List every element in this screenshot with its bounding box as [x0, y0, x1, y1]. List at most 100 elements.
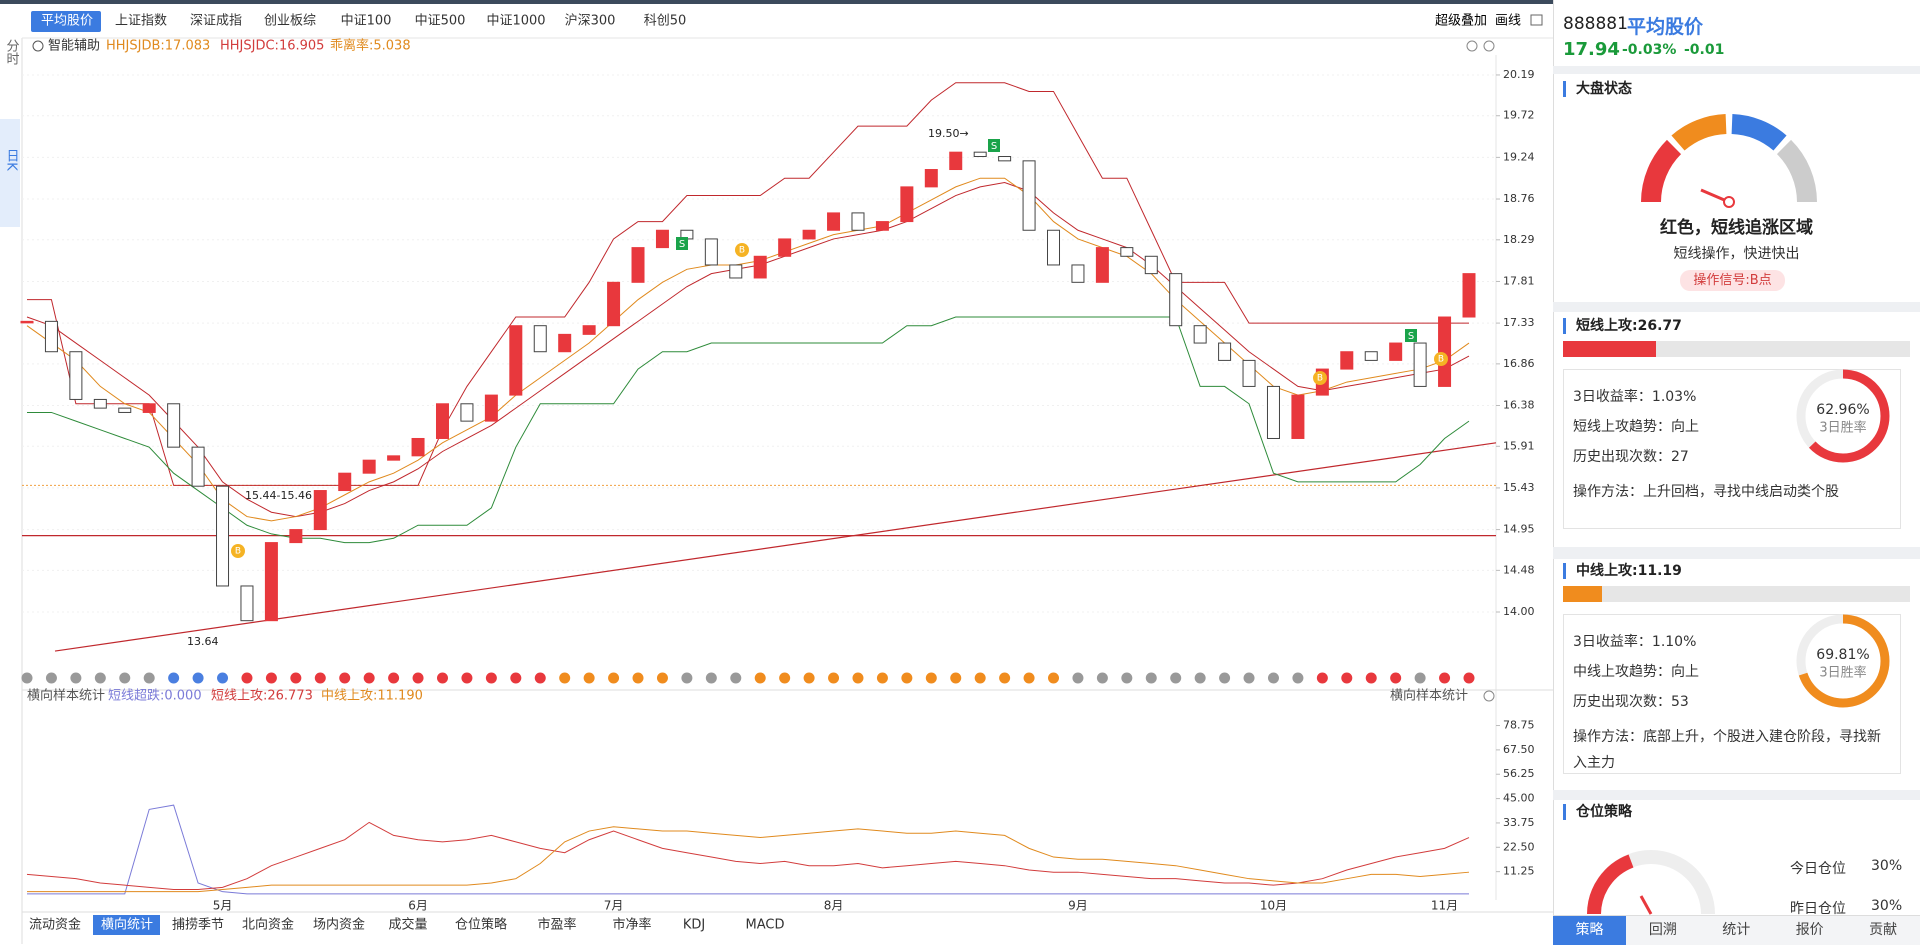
- active-tab-bg[interactable]: [31, 11, 101, 32]
- bottom-tab[interactable]: 流动资金: [29, 917, 81, 933]
- panel-tab[interactable]: 统计: [1722, 922, 1751, 938]
- quote-code: 888881: [1563, 14, 1628, 34]
- state-dot: [485, 672, 497, 684]
- panel-tab[interactable]: 回溯: [1648, 922, 1677, 938]
- candle: [655, 229, 669, 249]
- help-icon[interactable]: [1483, 40, 1495, 52]
- state-dot: [119, 672, 131, 684]
- candle: [802, 229, 816, 240]
- trend-line: [54, 442, 1497, 652]
- bottom-tab[interactable]: 北向资金: [242, 917, 294, 933]
- state-dot: [1194, 672, 1206, 684]
- settings-icon[interactable]: [1466, 40, 1478, 52]
- y-tick-label: 15.91: [1503, 439, 1535, 452]
- candle: [1389, 342, 1403, 361]
- candle: [93, 398, 107, 409]
- series-line: [27, 826, 1470, 893]
- tab[interactable]: 中证100: [341, 14, 392, 29]
- candle: [729, 264, 743, 279]
- candle: [607, 281, 621, 327]
- candle: [631, 247, 645, 283]
- candle: [216, 485, 230, 587]
- candle: [264, 542, 278, 622]
- state-dot: [583, 672, 595, 684]
- tool[interactable]: 超级叠加: [1435, 14, 1487, 29]
- candle: [338, 472, 352, 492]
- state-dot: [1341, 672, 1353, 684]
- toggle-icon[interactable]: [32, 40, 44, 52]
- state-dot: [754, 672, 766, 684]
- tab[interactable]: 科创50: [644, 14, 687, 29]
- candle: [1120, 247, 1134, 257]
- candle: [778, 238, 792, 257]
- lower-title: 横向样本统计: [1390, 688, 1468, 704]
- bottom-tab[interactable]: 市盈率: [537, 917, 576, 933]
- tab[interactable]: 中证500: [415, 14, 466, 29]
- candle: [1438, 316, 1452, 387]
- panel-tab[interactable]: 贡献: [1869, 922, 1898, 938]
- state-dot: [1219, 672, 1231, 684]
- candle: [1047, 229, 1061, 266]
- separator: [1553, 302, 1920, 312]
- bottom-tab[interactable]: 场内资金: [313, 917, 365, 933]
- marker-label: S: [1408, 331, 1414, 342]
- state-dot: [901, 672, 913, 684]
- help-icon[interactable]: [1483, 690, 1495, 702]
- state-dot: [730, 672, 742, 684]
- quote-change: -0.01: [1684, 42, 1725, 58]
- state-dot: [608, 672, 620, 684]
- candle: [827, 212, 841, 231]
- bottom-tab[interactable]: KDJ: [683, 918, 705, 933]
- y-tick-label: 22.50: [1503, 840, 1535, 853]
- state-dot: [1316, 672, 1328, 684]
- candle: [69, 351, 83, 400]
- bottom-tab[interactable]: 捕捞季节: [172, 917, 224, 933]
- tab[interactable]: 平均股价: [41, 14, 93, 29]
- buy-marker: B: [1434, 352, 1448, 366]
- sell-marker: S: [676, 237, 688, 250]
- marker-label: B: [235, 547, 241, 557]
- state-dot: [1365, 672, 1377, 684]
- annotation: 13.64: [187, 635, 219, 648]
- state-dot: [339, 672, 351, 684]
- state-dot: [559, 672, 571, 684]
- bottom-tab[interactable]: 仓位策略: [455, 917, 507, 933]
- state-dot: [974, 672, 986, 684]
- tool[interactable]: 画线: [1495, 14, 1521, 29]
- tool-icon[interactable]: [1530, 14, 1543, 26]
- state-dot: [192, 672, 204, 684]
- panel-tab[interactable]: 报价: [1795, 922, 1824, 938]
- candle: [411, 437, 425, 457]
- side-tab[interactable]: 分时: [4, 39, 20, 65]
- sell-marker: S: [988, 139, 1000, 152]
- legend-entry: 短线超跌:0.000: [108, 688, 202, 704]
- active-tab-bg[interactable]: [93, 915, 160, 935]
- info-item: 操作方法：底部上升，个股进入建仓阶段，寻找新入主力: [1573, 729, 1881, 771]
- tab[interactable]: 沪深300: [565, 13, 616, 29]
- state-dot: [314, 672, 326, 684]
- state-dot: [1292, 672, 1304, 684]
- candle: [20, 320, 34, 324]
- state-dot: [217, 672, 229, 684]
- bottom-tab[interactable]: 市净率: [612, 917, 651, 933]
- quote-price: 17.94: [1563, 39, 1620, 60]
- tab[interactable]: 上证指数: [115, 14, 167, 29]
- side-tab-bg[interactable]: [0, 119, 20, 227]
- bottom-tab[interactable]: MACD: [746, 918, 785, 933]
- bottom-tab[interactable]: 成交量: [388, 917, 427, 933]
- tab[interactable]: 创业板综: [264, 14, 316, 29]
- side-tab[interactable]: 日K: [4, 149, 19, 171]
- state-dot: [363, 672, 375, 684]
- candle: [1218, 342, 1232, 361]
- panel-tab[interactable]: 策略: [1553, 916, 1626, 945]
- candle: [167, 403, 181, 448]
- progress-bar: [1563, 341, 1656, 357]
- tab[interactable]: 深证成指: [190, 14, 242, 29]
- tab[interactable]: 中证1000: [486, 14, 545, 29]
- y-tick-label: 14.95: [1503, 523, 1535, 536]
- bottom-tab[interactable]: 横向统计: [101, 917, 153, 933]
- candle: [1193, 325, 1207, 344]
- candle: [949, 151, 963, 171]
- position-label: 昨日仓位: [1790, 901, 1846, 917]
- y-tick-label: 18.29: [1503, 233, 1535, 246]
